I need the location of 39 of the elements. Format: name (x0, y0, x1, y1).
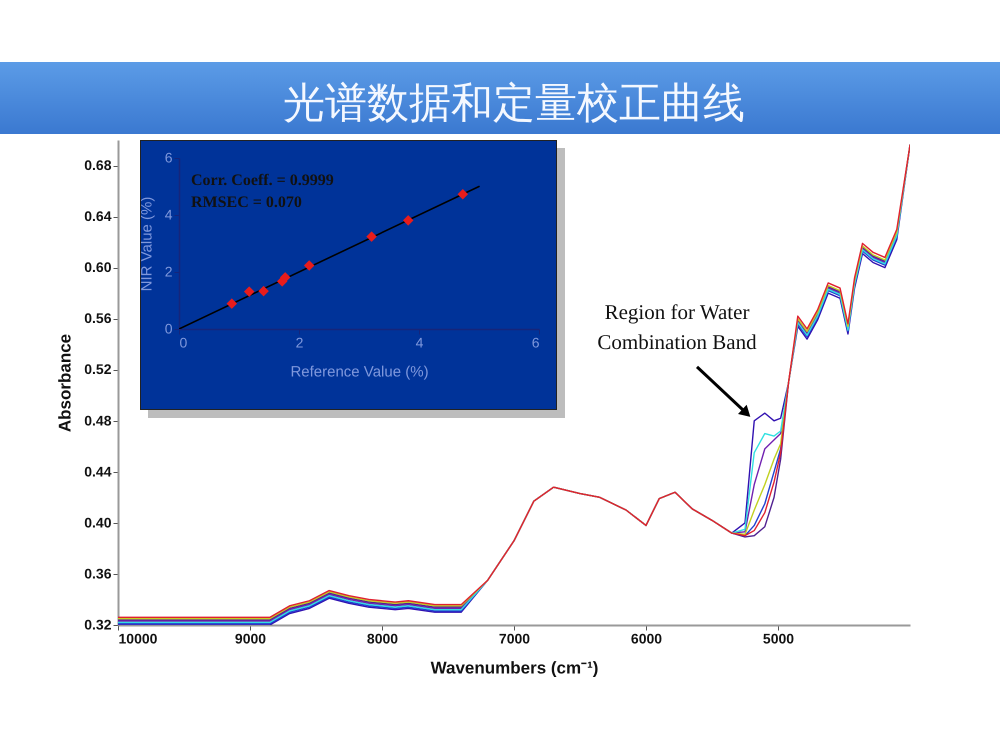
x-tick-label: 6 (532, 334, 540, 350)
point (226, 298, 238, 309)
y-tick-label: 0.60 (84, 259, 112, 276)
y-tick-label: 0.36 (84, 565, 112, 582)
point (402, 215, 414, 226)
y-tick-label: 0.32 (84, 616, 112, 632)
x-axis-title: Reference Value (%) (290, 364, 429, 380)
annotation: Corr. Coeff. = 0.9999 (191, 172, 334, 189)
y-axis-title: Absorbance (55, 334, 74, 432)
x-tick-label: 0 (180, 334, 188, 350)
chart-title: 光谱数据和定量校正曲线 (283, 81, 745, 127)
y-tick-label: 0.48 (84, 412, 112, 428)
x-tick-label: 5000 (762, 630, 794, 646)
point (304, 260, 314, 271)
x-tick-label: 6000 (630, 630, 662, 646)
y-tick-label: 4 (164, 206, 173, 222)
y-tick-label: 0.40 (84, 514, 112, 530)
annotation: Region for Water Combination Band (597, 300, 758, 354)
point (258, 286, 269, 296)
y-tick-label: 6 (164, 150, 173, 166)
y-axis-title: NIR Value (%) (138, 196, 156, 292)
y-tick-label: 0.68 (84, 157, 112, 174)
y-tick-label: 0.64 (84, 208, 112, 224)
x-tick-label: 10000 (118, 630, 158, 646)
y-tick-label: 0.52 (84, 361, 112, 378)
point (244, 286, 254, 297)
y-tick-label: 2 (164, 264, 173, 280)
y-tick-label: 0.56 (84, 310, 112, 326)
point (366, 231, 377, 242)
y-tick-label: 0.44 (84, 463, 112, 480)
annotation: RMSEC = 0.070 (191, 194, 302, 211)
x-tick-label: 9000 (234, 630, 266, 646)
y-tick-label: 0 (164, 320, 173, 336)
point (458, 188, 468, 200)
x-tick-label: 8000 (366, 630, 398, 646)
x-tick-label: 2 (296, 334, 304, 350)
x-axis-title: Wavenumbers (cm⁻¹) (430, 658, 598, 678)
x-tick-label: 7000 (498, 630, 530, 646)
x-tick-label: 4 (416, 334, 424, 350)
